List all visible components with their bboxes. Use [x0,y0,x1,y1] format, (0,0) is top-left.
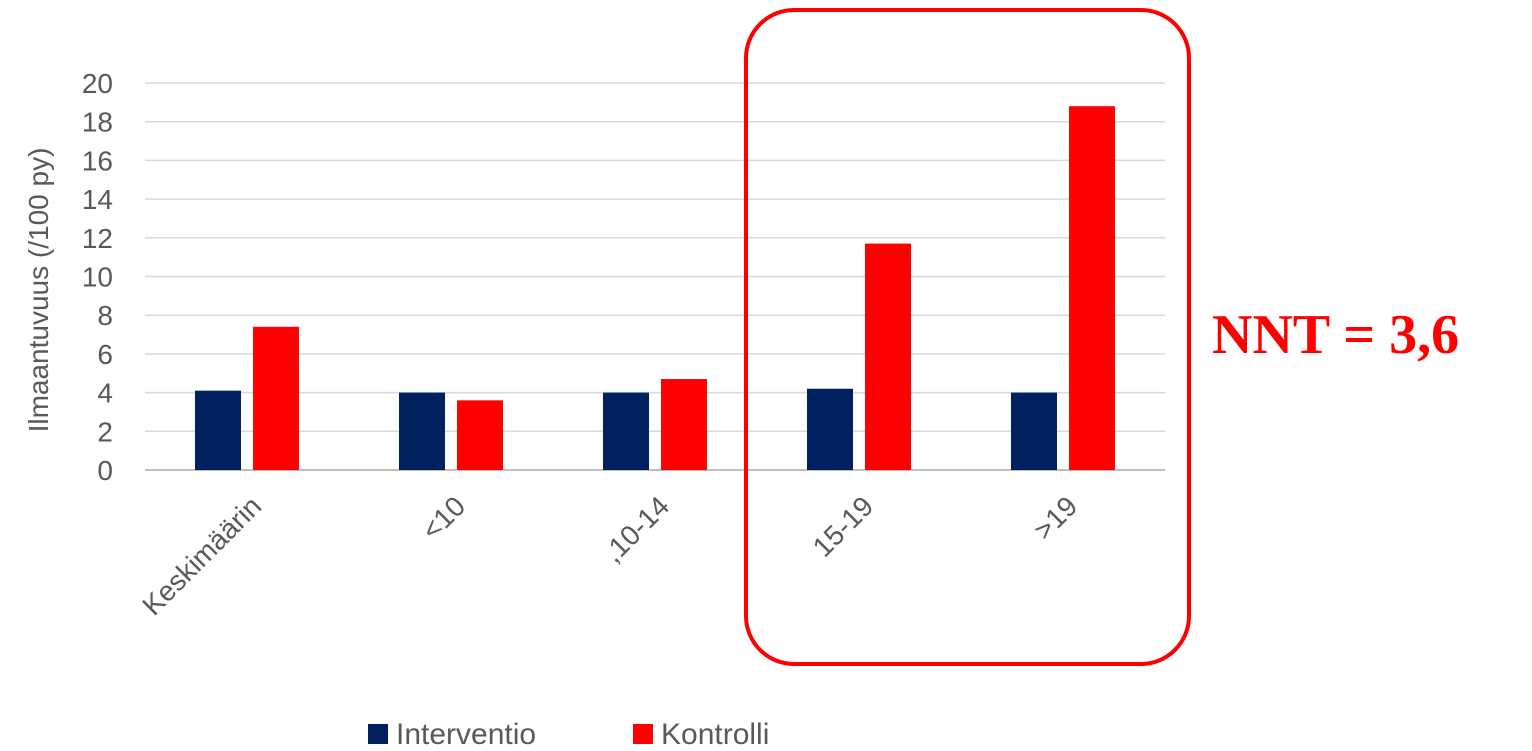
y-tick-label: 10 [82,262,113,293]
y-tick-label: 2 [97,416,113,447]
bar-interventio-3 [807,388,853,470]
bar-interventio-0 [195,390,241,470]
legend-swatch-interventio [368,724,388,744]
bar-interventio-4 [1011,392,1057,470]
y-tick-label: 4 [97,378,113,409]
y-tick-label: 18 [82,107,113,138]
highlight-box [744,8,1191,666]
y-tick-label: 0 [97,455,113,486]
bar-kontrolli-2 [661,379,707,470]
category-label: <10 [416,490,472,546]
y-tick-label: 20 [82,68,113,99]
legend-label-interventio: Interventio [396,718,536,751]
y-tick-label: 6 [97,339,113,370]
bar-kontrolli-4 [1069,106,1115,470]
legend: Interventio Kontrolli [368,718,769,751]
legend-swatch-kontrolli [633,724,653,744]
bars [195,106,1115,470]
bar-kontrolli-1 [457,400,503,470]
y-axis-label: Ilmaantuvuus (/100 py) [23,148,54,433]
bar-interventio-1 [399,392,445,470]
category-label: 15-19 [807,490,880,563]
y-axis-ticks: 0 2 4 6 8 10 12 14 16 18 20 [82,68,113,486]
bar-kontrolli-0 [253,326,299,470]
category-label: ,10-14 [597,490,675,568]
y-tick-label: 14 [82,184,113,215]
legend-label-kontrolli: Kontrolli [661,718,769,751]
gridlines [145,82,1165,471]
bar-kontrolli-3 [865,243,911,470]
category-label: >19 [1028,490,1084,546]
y-tick-label: 12 [82,223,113,254]
bar-interventio-2 [603,392,649,470]
y-tick-label: 8 [97,300,113,331]
nnt-annotation: NNT = 3,6 [1212,304,1459,366]
y-tick-label: 16 [82,145,113,176]
category-label: Keskimäärin [136,490,267,621]
category-labels: Keskimäärin <10 ,10-14 15-19 >19 [136,490,1083,621]
